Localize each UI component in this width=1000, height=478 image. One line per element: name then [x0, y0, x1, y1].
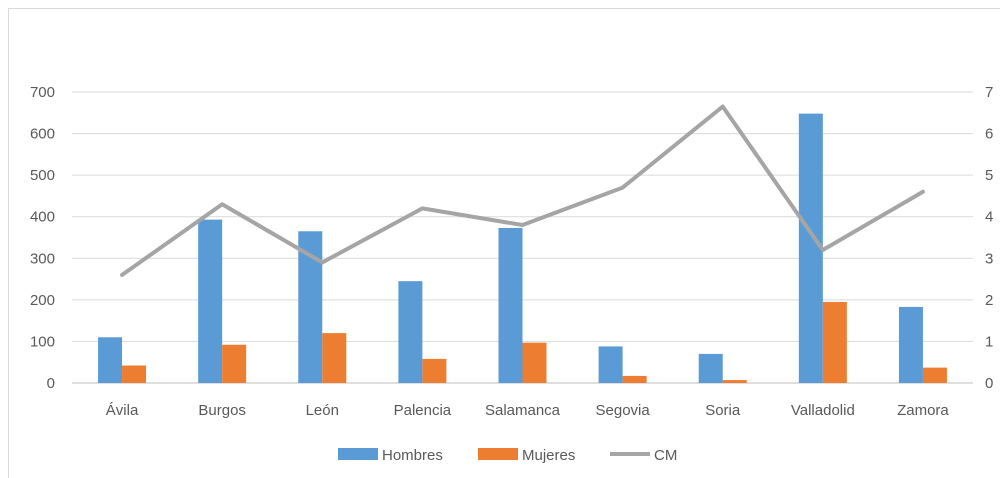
category-label: Salamanca: [485, 402, 561, 419]
legend-label-hombres: Hombres: [382, 447, 443, 464]
bar-hombres: [98, 337, 123, 383]
bar-mujeres: [522, 342, 547, 383]
legend-swatch-mujeres: [478, 448, 518, 460]
y2-tick-label: 6: [985, 126, 993, 143]
bar-mujeres: [822, 301, 847, 383]
category-label: León: [306, 402, 339, 419]
y-tick-label: 400: [30, 209, 55, 226]
bar-mujeres: [122, 365, 147, 383]
bar-hombres: [498, 227, 523, 383]
y-tick-label: 100: [30, 333, 55, 350]
y-tick-label: 600: [30, 126, 55, 143]
legend: Hombres Mujeres CM: [338, 447, 677, 464]
y-tick-label: 300: [30, 250, 55, 267]
legend-swatch-hombres: [338, 448, 378, 460]
bar-mujeres: [922, 367, 947, 383]
category-label: Burgos: [198, 402, 246, 419]
chart-frame: [8, 8, 1000, 478]
category-label: Soria: [705, 402, 741, 419]
lines: [120, 104, 925, 277]
bar-hombres: [698, 353, 723, 383]
bar-mujeres: [322, 333, 347, 383]
bars: [98, 113, 947, 384]
y-tick-label: 200: [30, 292, 55, 309]
line-cm: [120, 104, 925, 277]
category-axis: Ávila Burgos León Palencia Salamanca Segovia S…: [106, 402, 950, 419]
y-tick-label: 700: [30, 84, 55, 101]
bar-mujeres: [622, 375, 647, 383]
bar-hombres: [398, 281, 423, 383]
bar-mujeres: [222, 344, 247, 383]
bar-mujeres: [422, 358, 447, 383]
y2-tick-label: 5: [985, 167, 993, 184]
bar-hombres: [798, 113, 823, 384]
y2-tick-label: 0: [985, 375, 993, 392]
bar-hombres: [198, 219, 223, 383]
y2-tick-label: 3: [985, 250, 993, 267]
legend-label-mujeres: Mujeres: [522, 447, 575, 464]
category-label: Palencia: [394, 402, 452, 419]
y-tick-label: 500: [30, 167, 55, 184]
y2-tick-label: 1: [985, 333, 993, 350]
y2-tick-label: 2: [985, 292, 993, 309]
y-tick-label: 0: [47, 375, 55, 392]
right-axis-ticks: 0 1 2 3 4 5 6 7: [985, 84, 993, 392]
category-label: Zamora: [897, 402, 949, 419]
bar-hombres: [898, 306, 923, 383]
bar-mujeres: [722, 380, 747, 383]
category-label: Segovia: [596, 402, 651, 419]
y2-tick-label: 7: [985, 84, 993, 101]
category-label: Ávila: [106, 402, 139, 419]
y2-tick-label: 4: [985, 209, 993, 226]
category-label: Valladolid: [791, 402, 855, 419]
left-axis-ticks: 0 100 200 300 400 500 600 700: [30, 84, 55, 392]
legend-label-cm: CM: [654, 447, 677, 464]
bar-hombres: [598, 346, 623, 383]
